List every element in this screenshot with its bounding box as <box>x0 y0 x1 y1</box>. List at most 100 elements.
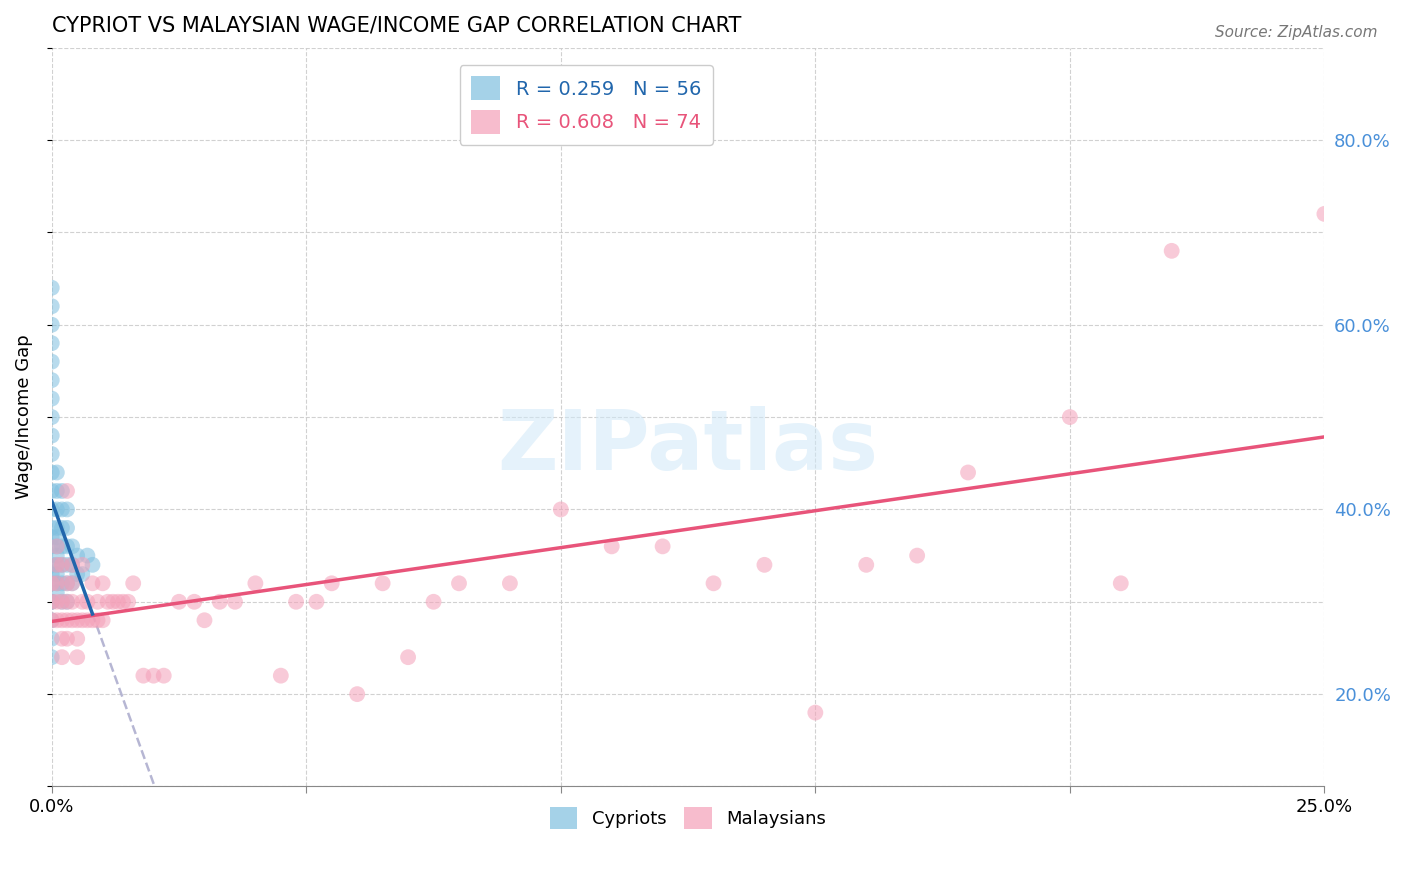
Point <box>45 549 67 563</box>
Point <box>245 576 267 591</box>
Legend: Cypriots, Malaysians: Cypriots, Malaysians <box>543 800 834 837</box>
Point <box>142 668 165 682</box>
Point <box>45 595 67 609</box>
Text: CYPRIOT VS MALAYSIAN WAGE/INCOME GAP CORRELATION CHART: CYPRIOT VS MALAYSIAN WAGE/INCOME GAP COR… <box>52 15 741 35</box>
Point <box>41 354 63 368</box>
Point <box>41 595 63 609</box>
Point <box>82 576 104 591</box>
Point <box>45 466 67 480</box>
Point <box>41 392 63 406</box>
Point <box>41 613 63 627</box>
Point <box>1109 576 1132 591</box>
Point <box>86 613 108 627</box>
Point <box>41 576 63 591</box>
Point <box>56 521 79 535</box>
Point <box>41 483 63 498</box>
Point <box>97 595 120 609</box>
Point <box>86 595 108 609</box>
Point <box>41 521 63 535</box>
Point <box>51 613 73 627</box>
Point <box>41 567 63 582</box>
Point <box>41 632 63 646</box>
Point <box>45 502 67 516</box>
Point <box>270 668 292 682</box>
Point <box>76 549 98 563</box>
Point <box>41 466 63 480</box>
Point <box>76 595 98 609</box>
Point <box>396 650 419 665</box>
Point <box>107 595 129 609</box>
Point <box>72 567 94 582</box>
Point <box>117 595 139 609</box>
Point <box>101 595 124 609</box>
Point <box>56 632 79 646</box>
Point <box>550 502 572 516</box>
Point <box>60 595 83 609</box>
Point <box>60 576 83 591</box>
Point <box>41 410 63 425</box>
Point <box>51 595 73 609</box>
Point <box>82 558 104 572</box>
Point <box>167 595 190 609</box>
Y-axis label: Wage/Income Gap: Wage/Income Gap <box>15 334 32 500</box>
Point <box>371 576 394 591</box>
Point <box>1160 244 1182 258</box>
Point <box>56 502 79 516</box>
Point <box>72 558 94 572</box>
Point <box>51 595 73 609</box>
Point <box>285 595 308 609</box>
Point <box>56 483 79 498</box>
Point <box>56 595 79 609</box>
Point <box>51 558 73 572</box>
Point <box>45 576 67 591</box>
Point <box>45 576 67 591</box>
Point <box>51 558 73 572</box>
Point <box>122 576 145 591</box>
Point <box>41 595 63 609</box>
Point <box>499 576 522 591</box>
Point <box>45 540 67 554</box>
Point <box>66 632 89 646</box>
Point <box>56 576 79 591</box>
Point <box>41 558 63 572</box>
Point <box>183 595 205 609</box>
Point <box>45 567 67 582</box>
Point <box>41 318 63 332</box>
Point <box>132 668 155 682</box>
Point <box>51 650 73 665</box>
Point <box>51 483 73 498</box>
Point <box>600 540 623 554</box>
Point <box>111 595 134 609</box>
Point <box>45 558 67 572</box>
Point <box>56 576 79 591</box>
Point <box>41 281 63 295</box>
Point <box>60 540 83 554</box>
Point <box>1313 207 1336 221</box>
Point <box>321 576 343 591</box>
Point <box>41 299 63 313</box>
Point <box>41 447 63 461</box>
Point <box>56 613 79 627</box>
Point <box>45 521 67 535</box>
Point <box>41 576 63 591</box>
Point <box>804 706 827 720</box>
Point <box>91 576 114 591</box>
Point <box>56 540 79 554</box>
Point <box>41 502 63 516</box>
Point <box>193 613 215 627</box>
Point <box>41 613 63 627</box>
Point <box>60 558 83 572</box>
Point <box>66 549 89 563</box>
Point <box>51 502 73 516</box>
Point <box>346 687 368 701</box>
Point <box>45 585 67 599</box>
Point <box>56 595 79 609</box>
Point <box>41 540 63 554</box>
Point <box>51 540 73 554</box>
Text: ZIPatlas: ZIPatlas <box>498 406 879 487</box>
Point <box>855 558 877 572</box>
Point <box>152 668 174 682</box>
Point <box>60 613 83 627</box>
Point <box>45 483 67 498</box>
Point <box>66 567 89 582</box>
